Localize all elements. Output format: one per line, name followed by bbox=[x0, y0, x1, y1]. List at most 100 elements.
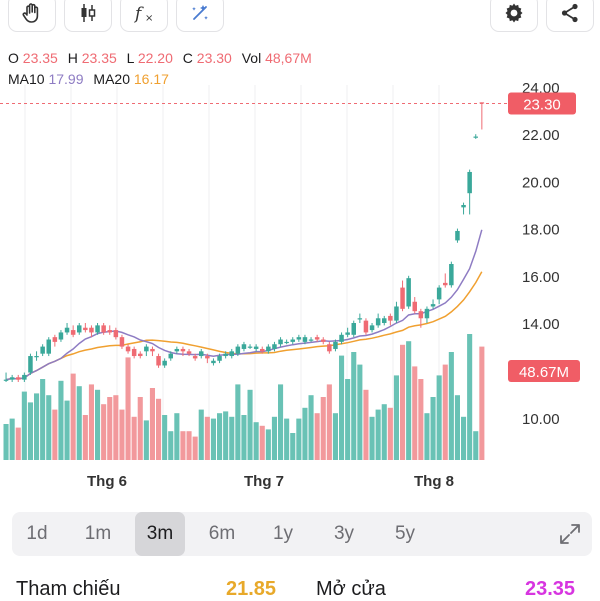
candle-type-button[interactable] bbox=[64, 0, 112, 32]
candle-body bbox=[241, 344, 247, 349]
candle-body bbox=[77, 325, 82, 333]
volume-bar bbox=[229, 416, 235, 460]
volume-bar bbox=[180, 431, 186, 460]
volume-bar bbox=[406, 341, 412, 460]
candle-body bbox=[89, 327, 94, 333]
volume-bar bbox=[131, 416, 137, 460]
candle-body bbox=[125, 346, 131, 352]
volume-bar bbox=[107, 397, 113, 460]
candle-body bbox=[16, 377, 21, 380]
volume-bar bbox=[64, 400, 70, 460]
volume-bar bbox=[296, 418, 302, 460]
volume-bar bbox=[351, 352, 357, 460]
candle-body bbox=[247, 346, 253, 348]
candle-body bbox=[58, 332, 64, 340]
volume-bar bbox=[125, 357, 131, 460]
last-price-tag bbox=[508, 92, 576, 115]
candle-body bbox=[34, 356, 39, 358]
candle-body bbox=[223, 353, 228, 357]
gear-icon bbox=[505, 3, 523, 23]
candle-body bbox=[394, 306, 399, 321]
range-1y[interactable]: 1y bbox=[272, 523, 294, 544]
volume-bar bbox=[265, 429, 271, 460]
range-selector: 1d 1m 3m 6m 1y 3y 5y bbox=[12, 512, 592, 556]
candle-body bbox=[278, 339, 283, 345]
candle-body bbox=[345, 332, 350, 335]
volume-bar bbox=[119, 409, 125, 460]
volume-bar bbox=[467, 334, 473, 460]
chart-toolbar: f × bbox=[0, 0, 600, 36]
volume-bar bbox=[320, 397, 326, 460]
candle-body bbox=[436, 287, 442, 300]
y-tick-label: 14.00 bbox=[522, 316, 560, 333]
candle-body bbox=[388, 315, 393, 321]
price-chart[interactable]: 24.0022.0020.0018.0016.0014.0010.0023.30… bbox=[0, 70, 600, 500]
volume-bar bbox=[88, 384, 94, 460]
candle-body bbox=[467, 171, 472, 194]
volume-bar bbox=[314, 413, 320, 460]
candle-body bbox=[284, 341, 289, 344]
candle-body bbox=[107, 330, 112, 333]
x-axis-label: Thg 6 bbox=[87, 473, 127, 490]
volume-bar bbox=[473, 431, 479, 460]
candle-body bbox=[430, 304, 436, 307]
volume-bar bbox=[363, 389, 369, 460]
volume-bar bbox=[278, 384, 284, 460]
share-button[interactable] bbox=[546, 0, 594, 32]
candle-body bbox=[180, 348, 186, 352]
candle-body bbox=[333, 341, 338, 349]
y-tick-label: 10.00 bbox=[522, 411, 560, 428]
range-1d[interactable]: 1d bbox=[26, 523, 48, 544]
open-label: O bbox=[8, 50, 19, 66]
drawing-tools-button[interactable] bbox=[176, 0, 224, 32]
volume-bar bbox=[58, 380, 64, 460]
hand-tool-button[interactable] bbox=[8, 0, 56, 32]
candle-body bbox=[28, 356, 33, 373]
volume-bar bbox=[241, 415, 247, 460]
volume-bar bbox=[198, 409, 204, 460]
candle-body bbox=[260, 348, 265, 352]
volume-value: 48,67M bbox=[265, 50, 312, 66]
settings-button[interactable] bbox=[490, 0, 538, 32]
candle-body bbox=[351, 323, 356, 335]
candle-body bbox=[22, 374, 27, 380]
volume-bar bbox=[326, 384, 332, 460]
range-1m[interactable]: 1m bbox=[84, 523, 112, 544]
volume-bar bbox=[387, 407, 393, 460]
volume-bar bbox=[27, 402, 33, 460]
candle-body bbox=[95, 325, 100, 333]
volume-bar bbox=[454, 395, 460, 460]
volume-tag bbox=[508, 360, 580, 382]
candle-body bbox=[479, 102, 485, 104]
volume-bar bbox=[436, 375, 442, 460]
candle-body bbox=[64, 327, 70, 333]
indicator-button[interactable]: f × bbox=[120, 0, 168, 32]
ma10-value: 17.99 bbox=[48, 71, 84, 87]
candle-body bbox=[308, 339, 314, 341]
ma20-value: 16.17 bbox=[133, 71, 169, 87]
volume-bar bbox=[290, 433, 296, 460]
candle-body bbox=[382, 318, 387, 323]
candle-body bbox=[418, 311, 424, 319]
expand-icon[interactable] bbox=[558, 522, 582, 546]
volume-bar bbox=[76, 386, 82, 460]
candle-body bbox=[83, 327, 88, 331]
close-value: 23.30 bbox=[196, 50, 232, 66]
range-5y[interactable]: 5y bbox=[394, 523, 416, 544]
candle-body bbox=[217, 356, 222, 361]
volume-bar bbox=[235, 384, 241, 460]
volume-bar bbox=[21, 391, 27, 460]
candle-body bbox=[156, 356, 161, 366]
volume-bar bbox=[302, 407, 308, 460]
range-3m[interactable]: 3m bbox=[135, 512, 185, 556]
volume-bar bbox=[101, 404, 107, 460]
y-tick-label: 18.00 bbox=[522, 222, 560, 239]
volume-bar bbox=[9, 418, 15, 460]
range-6m[interactable]: 6m bbox=[208, 523, 236, 544]
candle-body bbox=[70, 330, 76, 335]
volume-bar bbox=[418, 379, 424, 460]
svg-text:×: × bbox=[145, 13, 153, 24]
candle-body bbox=[266, 346, 271, 352]
candlestick-icon bbox=[81, 4, 96, 22]
range-3y[interactable]: 3y bbox=[333, 523, 355, 544]
